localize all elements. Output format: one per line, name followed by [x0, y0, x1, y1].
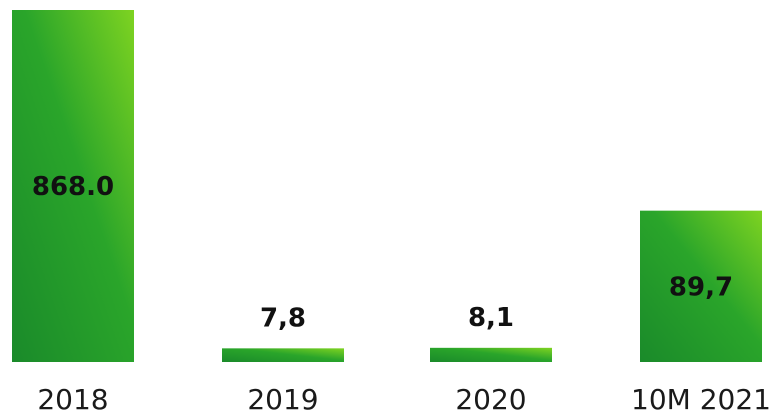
category-label-10m-2021: 10M 2021 [631, 383, 771, 414]
value-label-2019: 7,8 [260, 303, 306, 333]
value-label-2020: 8,1 [468, 303, 514, 333]
bar-2019 [222, 348, 344, 362]
category-label-2019: 2019 [247, 383, 318, 414]
bar-10m-2021 [640, 210, 762, 362]
category-label-2020: 2020 [455, 383, 526, 414]
bar-2020 [430, 347, 552, 362]
category-label-2018: 2018 [37, 383, 108, 414]
value-label-2018: 868.0 [32, 172, 114, 202]
value-label-10m-2021: 89,7 [669, 272, 733, 302]
bar-2018 [12, 10, 134, 362]
